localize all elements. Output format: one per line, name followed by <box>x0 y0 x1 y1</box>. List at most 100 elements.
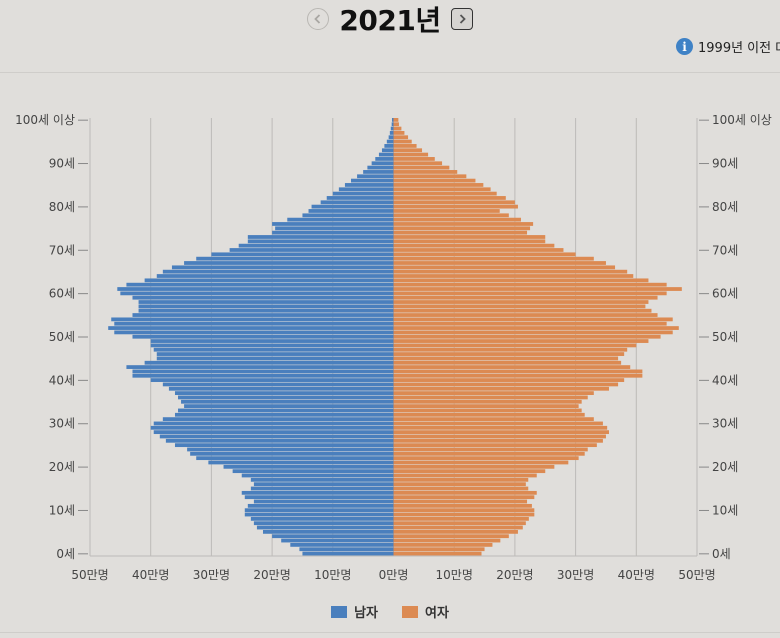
bar-male[interactable] <box>126 365 394 369</box>
bar-female[interactable] <box>393 508 535 513</box>
bar-female[interactable] <box>393 421 603 426</box>
bar-male[interactable] <box>272 222 394 226</box>
bar-female[interactable] <box>393 551 482 556</box>
bar-female[interactable] <box>393 547 485 552</box>
bar-female[interactable] <box>393 274 634 278</box>
bar-female[interactable] <box>393 191 497 196</box>
bar-female[interactable] <box>393 534 509 539</box>
bar-female[interactable] <box>393 122 399 127</box>
bar-male[interactable] <box>302 213 394 218</box>
bar-male[interactable] <box>262 529 394 534</box>
bar-male[interactable] <box>153 421 394 426</box>
bar-female[interactable] <box>393 196 506 200</box>
legend-item-male[interactable]: 남자 <box>331 602 378 621</box>
bar-male[interactable] <box>287 217 394 222</box>
bar-female[interactable] <box>393 438 603 443</box>
bar-female[interactable] <box>393 200 515 205</box>
bar-male[interactable] <box>171 265 394 270</box>
bar-male[interactable] <box>114 330 394 335</box>
bar-male[interactable] <box>371 161 394 166</box>
bar-male[interactable] <box>150 339 394 343</box>
bar-male[interactable] <box>150 343 394 348</box>
bar-female[interactable] <box>393 235 546 239</box>
bar-male[interactable] <box>253 482 394 487</box>
bar-male[interactable] <box>311 204 394 209</box>
bar-male[interactable] <box>351 178 394 183</box>
bar-female[interactable] <box>393 118 399 122</box>
bar-male[interactable] <box>156 352 394 356</box>
bar-female[interactable] <box>393 308 652 313</box>
bar-female[interactable] <box>393 391 594 395</box>
bar-male[interactable] <box>391 118 394 122</box>
bar-female[interactable] <box>393 157 435 161</box>
bar-male[interactable] <box>132 373 394 378</box>
bar-female[interactable] <box>393 317 673 322</box>
bar-female[interactable] <box>393 187 491 192</box>
bar-male[interactable] <box>196 256 394 261</box>
bar-female[interactable] <box>393 356 619 361</box>
bar-female[interactable] <box>393 165 450 170</box>
bar-male[interactable] <box>390 126 394 131</box>
bar-male[interactable] <box>211 252 394 257</box>
bar-female[interactable] <box>393 334 661 339</box>
bar-female[interactable] <box>393 347 628 352</box>
bar-male[interactable] <box>159 434 394 439</box>
bar-male[interactable] <box>150 425 394 430</box>
bar-female[interactable] <box>393 269 628 274</box>
bar-female[interactable] <box>393 135 409 140</box>
bar-female[interactable] <box>393 209 500 213</box>
bar-male[interactable] <box>108 326 394 330</box>
bar-female[interactable] <box>393 499 528 504</box>
bar-male[interactable] <box>187 447 394 452</box>
bar-male[interactable] <box>181 399 394 404</box>
bar-female[interactable] <box>393 326 679 330</box>
bar-female[interactable] <box>393 382 619 387</box>
bar-male[interactable] <box>156 356 394 361</box>
bar-female[interactable] <box>393 404 579 409</box>
bar-female[interactable] <box>393 369 643 374</box>
bar-male[interactable] <box>375 157 394 161</box>
bar-female[interactable] <box>393 525 523 530</box>
bar-male[interactable] <box>391 122 394 127</box>
bar-female[interactable] <box>393 126 402 131</box>
bar-female[interactable] <box>393 473 537 478</box>
bar-female[interactable] <box>393 343 637 348</box>
bar-male[interactable] <box>190 451 394 456</box>
bar-female[interactable] <box>393 434 606 439</box>
bar-female[interactable] <box>393 152 429 157</box>
bar-female[interactable] <box>393 521 526 526</box>
bar-male[interactable] <box>326 196 394 200</box>
bar-female[interactable] <box>393 287 682 291</box>
bar-male[interactable] <box>162 269 394 274</box>
bar-male[interactable] <box>138 304 394 309</box>
bar-female[interactable] <box>393 373 643 378</box>
legend-item-female[interactable]: 여자 <box>402 602 449 621</box>
bar-male[interactable] <box>132 295 394 300</box>
bar-female[interactable] <box>393 178 476 183</box>
bar-female[interactable] <box>393 300 649 304</box>
previous-year-button[interactable] <box>307 8 330 30</box>
bar-female[interactable] <box>393 503 532 508</box>
bar-male[interactable] <box>378 152 394 157</box>
bar-female[interactable] <box>393 204 518 209</box>
bar-male[interactable] <box>144 278 394 283</box>
bar-female[interactable] <box>393 447 588 452</box>
bar-male[interactable] <box>241 490 394 495</box>
bar-male[interactable] <box>302 551 394 556</box>
bar-female[interactable] <box>393 451 585 456</box>
bar-male[interactable] <box>253 499 394 504</box>
bar-female[interactable] <box>393 161 443 166</box>
bar-female[interactable] <box>393 174 467 179</box>
bar-female[interactable] <box>393 278 649 283</box>
bar-male[interactable] <box>272 534 394 539</box>
bar-female[interactable] <box>393 295 658 300</box>
bar-male[interactable] <box>299 547 394 552</box>
bar-male[interactable] <box>250 486 394 491</box>
bar-female[interactable] <box>393 395 588 400</box>
bar-female[interactable] <box>393 248 564 252</box>
bar-male[interactable] <box>196 456 394 461</box>
bar-male[interactable] <box>308 209 394 213</box>
bar-female[interactable] <box>393 378 625 382</box>
bar-male[interactable] <box>165 438 394 443</box>
bar-male[interactable] <box>178 395 394 400</box>
